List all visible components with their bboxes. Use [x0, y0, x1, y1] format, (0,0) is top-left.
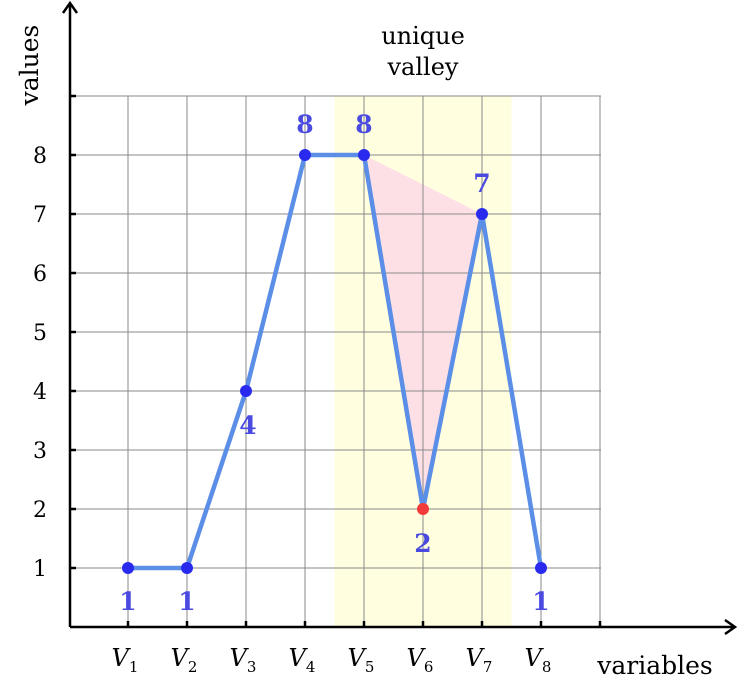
series-line [125, 152, 544, 571]
y-tick-label: 1 [33, 557, 47, 582]
y-axis-arrow [61, 0, 79, 14]
y-tick-label: 8 [33, 144, 47, 169]
highlight-label: valley [387, 53, 459, 81]
y-tick-label: 3 [33, 439, 47, 464]
data-point [181, 562, 193, 574]
data-point [535, 562, 547, 574]
y-tick-label: 2 [33, 498, 47, 523]
data-label: 1 [178, 587, 195, 616]
y-axis-label: values [15, 25, 44, 107]
data-label: 2 [414, 529, 431, 558]
data-label: 1 [532, 587, 549, 616]
y-tick-label: 6 [33, 262, 47, 287]
x-axis-label: variables [596, 651, 713, 680]
x-tick-label: V1 [112, 644, 139, 676]
x-tick-label: V7 [466, 644, 493, 676]
x-tick-label: V2 [171, 644, 198, 676]
data-point [122, 562, 134, 574]
data-label: 8 [296, 110, 313, 139]
data-point [358, 149, 370, 161]
data-label: 8 [355, 110, 372, 139]
x-tick-label: V8 [525, 644, 552, 676]
y-tick-label: 5 [33, 321, 47, 346]
data-label: 4 [239, 411, 256, 440]
data-label: 7 [473, 169, 490, 198]
data-point [240, 385, 252, 397]
valley-point [417, 503, 429, 515]
data-label: 1 [119, 587, 136, 616]
x-axis-arrow [724, 618, 738, 636]
y-tick-label: 7 [33, 203, 47, 228]
highlight-label: unique [381, 22, 465, 50]
x-tick-label: V3 [230, 644, 257, 676]
y-tick-label: 4 [33, 380, 47, 405]
x-tick-label: V6 [407, 644, 434, 676]
x-tick-label: V4 [289, 644, 316, 676]
data-point [476, 208, 488, 220]
data-point [299, 149, 311, 161]
x-tick-label: V5 [348, 644, 375, 676]
